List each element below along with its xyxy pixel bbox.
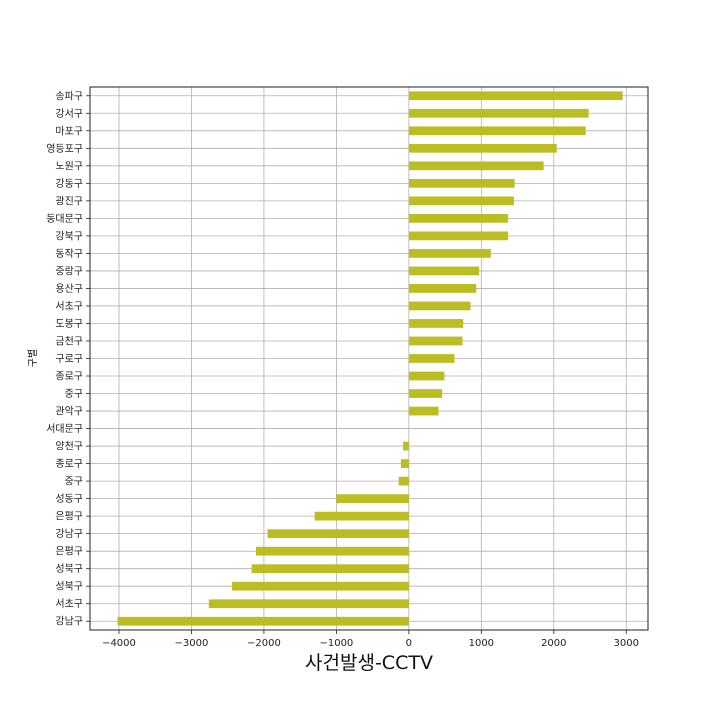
bar <box>267 529 409 539</box>
x-tick-label: −2000 <box>247 638 281 649</box>
y-tick-label: 강남구 <box>55 616 83 628</box>
y-axis-title: 구별 <box>27 349 39 367</box>
y-tick-label: 강동구 <box>55 178 83 190</box>
y-tick-label: 은평구 <box>55 546 83 558</box>
bar <box>255 546 409 556</box>
x-tick-label: −3000 <box>175 638 209 649</box>
bar <box>251 564 409 574</box>
y-tick-label: 송파구 <box>55 90 83 102</box>
y-tick-label: 성동구 <box>55 493 83 505</box>
bar <box>314 511 409 521</box>
bar <box>408 161 544 171</box>
bar <box>408 301 471 311</box>
y-tick-label: 용산구 <box>55 283 83 295</box>
bar <box>408 143 557 153</box>
x-tick-label: 1000 <box>469 638 494 649</box>
x-ticks: −4000 −3000 −2000 −1000 0 1000 2000 3000 <box>102 630 639 649</box>
bar <box>398 476 409 486</box>
x-tick-label: 0 <box>406 638 412 649</box>
y-tick-label: 구로구 <box>55 354 83 365</box>
y-tick-label: 동작구 <box>55 248 83 260</box>
bar <box>408 249 491 258</box>
x-tick-label: 2000 <box>541 638 566 649</box>
y-tick-label: 종로구 <box>55 458 83 470</box>
y-tick-label: 강남구 <box>55 528 83 540</box>
y-tick-label: 노원구 <box>55 160 83 172</box>
y-tick-label: 중랑구 <box>55 265 83 277</box>
y-tick-label: 관악구 <box>55 406 83 418</box>
bar <box>232 581 409 591</box>
x-axis-title: 사건발생-CCTV <box>305 652 433 674</box>
bar <box>408 354 455 363</box>
bar <box>408 126 586 136</box>
grid <box>90 87 648 630</box>
x-tick-label: −4000 <box>102 638 136 649</box>
bar <box>408 336 463 346</box>
bar <box>408 91 623 101</box>
bar <box>408 319 464 328</box>
bar <box>408 284 477 293</box>
bar <box>400 459 409 468</box>
bar <box>403 441 409 451</box>
y-tick-label: 강서구 <box>55 108 83 120</box>
y-tick-label: 종로구 <box>55 371 83 383</box>
y-tick-label: 은평구 <box>55 511 83 523</box>
y-tick-label: 영등포구 <box>46 143 83 155</box>
bar <box>408 213 509 223</box>
y-ticks: 송파구강서구마포구영등포구노원구강동구광진구동대문구강북구동작구중랑구용산구서초… <box>46 90 90 628</box>
bar <box>408 108 589 118</box>
bar <box>408 196 514 206</box>
bars <box>117 91 623 626</box>
bar <box>408 231 509 241</box>
bar <box>408 371 445 381</box>
y-tick-label: 마포구 <box>55 125 83 137</box>
y-tick-label: 양천구 <box>55 441 83 453</box>
bar <box>117 616 409 626</box>
y-tick-label: 금천구 <box>55 335 83 347</box>
y-tick-label: 중구 <box>65 476 83 488</box>
y-tick-label: 서대문구 <box>46 423 83 435</box>
y-tick-label: 광진구 <box>55 195 83 207</box>
bar <box>336 494 409 504</box>
bar <box>208 599 409 609</box>
y-tick-label: 성북구 <box>55 563 83 575</box>
y-tick-label: 중구 <box>65 388 83 400</box>
x-tick-label: 3000 <box>614 638 639 649</box>
x-tick-label: −1000 <box>319 638 353 649</box>
y-tick-label: 서초구 <box>55 300 83 312</box>
bar <box>408 389 443 398</box>
y-tick-label: 도봉구 <box>55 318 83 330</box>
bar <box>408 266 480 276</box>
y-tick-label: 강북구 <box>55 230 83 242</box>
y-tick-label: 성북구 <box>55 581 83 593</box>
bar <box>408 178 515 188</box>
bar <box>408 406 439 416</box>
y-tick-label: 동대문구 <box>46 213 83 225</box>
y-tick-label: 서초구 <box>55 598 83 610</box>
